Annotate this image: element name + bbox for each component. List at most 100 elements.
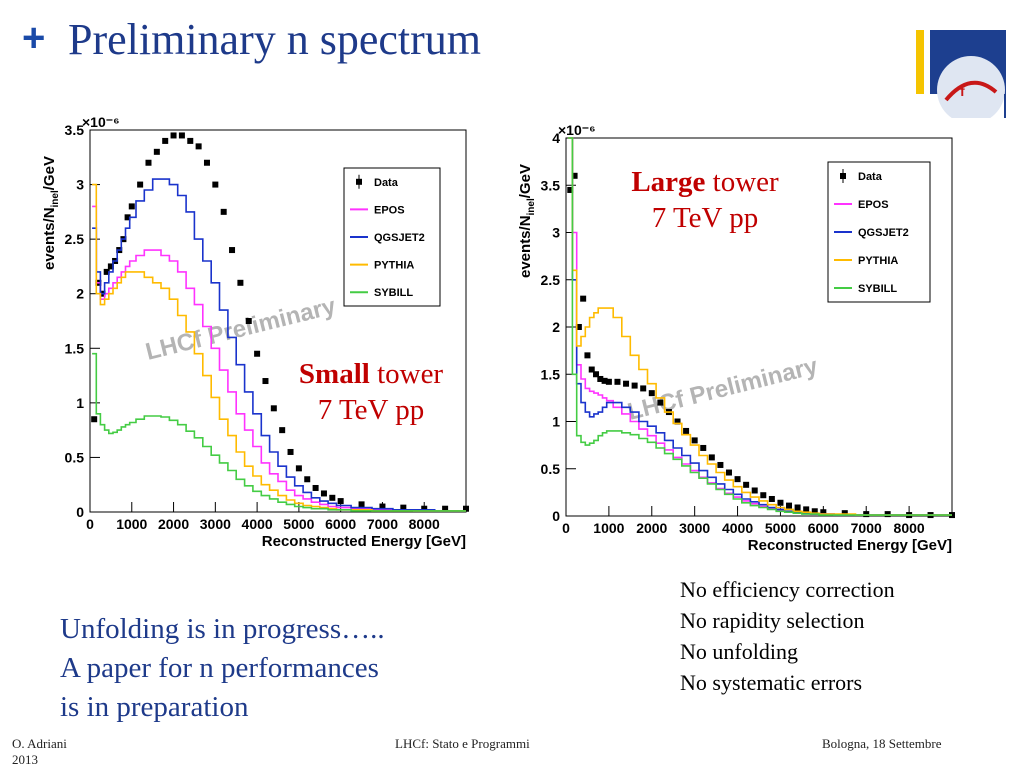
y-tick-label: 1.5 [541,366,561,382]
data-point [421,505,428,512]
y-tick-label: 3.5 [541,177,561,193]
x-tick-label: 0 [86,516,94,532]
note-item: No efficiency correction [680,577,895,602]
y-tick-label: 4 [552,130,560,146]
data-point [605,378,612,385]
lhcf-logo: f [916,30,1006,126]
series-line-sybill [92,352,466,512]
data-point [329,494,336,501]
y-tick-label: 0 [76,504,84,520]
legend-label: PYTHIA [858,255,898,267]
plot-frame [89,129,467,513]
data-point [657,399,664,406]
x-tick-label: 2000 [636,520,667,536]
data-point [708,454,715,461]
y-axis-label: events/Ninel/GeV [41,156,61,270]
data-point [442,505,449,512]
x-tick-label: 3000 [679,520,710,536]
data-point [178,132,185,139]
x-tick-label: 6000 [325,516,356,532]
data-point [312,484,319,491]
footer-author: O. Adriani 2013 [12,736,67,767]
data-point [631,382,638,389]
data-point [803,506,810,513]
preliminary-watermark: LHCf Preliminary [625,352,821,425]
note-item: No rapidity selection [680,608,865,633]
series-line-pythia [568,137,952,516]
data-point [575,324,582,330]
data-point [567,186,574,193]
data-point [691,437,698,444]
large-tower-label-rest: tower [705,166,779,198]
small-tower-label-bold: Small [298,358,370,390]
data-point [734,476,741,483]
data-point [304,476,311,483]
unfolding-line: is in preparation [60,691,249,723]
series-line-pythia [92,183,466,512]
unfolding-status: Unfolding is in progress….. A paper for … [60,610,385,727]
x-tick-label: 3000 [200,516,231,532]
data-point [279,427,286,434]
data-point [811,508,818,515]
x-tick-label: 7000 [851,520,882,536]
svg-text:f: f [960,83,965,99]
data-point [700,444,707,451]
x-tick-label: 1000 [593,520,624,536]
data-point [295,465,302,472]
y-tick-label: 2.5 [541,272,561,288]
data-point [597,375,604,382]
data-point [124,214,131,221]
small-tower-chart: 0 0.5 1 1.5 2 2.5 3 3.5 0 1000 2000 3000 4000 5000 600… [36,112,480,554]
data-point [145,159,152,166]
x-tick-label: 2000 [158,516,189,532]
preliminary-watermark: LHCf Preliminary [143,292,339,365]
series-line-qgsjet2 [568,137,952,516]
data-point [220,208,227,215]
data-point [162,137,169,144]
data-point [337,498,344,505]
y-tick-label: 3.5 [65,122,85,138]
data-point [640,385,647,392]
small-tower-label: Small tower 7 TeV pp [268,356,474,428]
data-point [170,132,177,139]
legend-label: QGSJET2 [374,232,425,244]
x-axis-label: Reconstructed Energy [GeV] [748,537,952,554]
data-point [743,481,750,488]
data-point [287,448,294,455]
data-point [254,350,261,357]
y-tick-label: 2.5 [65,231,85,247]
series-line-qgsjet2 [92,178,466,512]
legend-label: Data [858,171,883,183]
title-bullet: + [22,16,46,60]
y-tick-label: 3 [552,225,560,241]
data-point [593,371,600,378]
data-point [648,390,655,397]
legend-label: EPOS [858,199,889,211]
note-item: No unfolding [680,639,798,664]
unfolding-line: A paper for n performances [60,652,379,684]
x-tick-label: 0 [562,520,570,536]
data-point [614,378,621,385]
data-point [153,148,160,155]
data-point [820,509,827,516]
unfolding-line: Unfolding is in progress….. [60,613,385,645]
y-axis-exponent: ×10⁻⁶ [558,122,596,138]
data-point [320,490,327,497]
data-point [584,352,591,359]
small-tower-energy: 7 TeV pp [317,394,425,426]
x-tick-label: 6000 [808,520,839,536]
data-point [751,487,758,494]
y-tick-label: 1 [552,414,560,430]
data-point [379,503,386,510]
note-item: No systematic errors [680,670,863,695]
data-point [107,263,114,270]
y-tick-label: 3 [76,177,84,193]
data-point [137,181,144,188]
legend-label: EPOS [374,204,405,216]
data-point [601,377,608,384]
large-tower-chart: 0 0.5 1 1.5 2 2.5 3 3.5 4 0 1000 2000 3000 4000 5000 60… [512,118,1006,564]
x-axis-label: Reconstructed Energy [GeV] [262,533,466,550]
data-point [571,172,578,179]
y-tick-label: 0 [552,508,560,524]
y-tick-label: 2 [552,319,560,335]
